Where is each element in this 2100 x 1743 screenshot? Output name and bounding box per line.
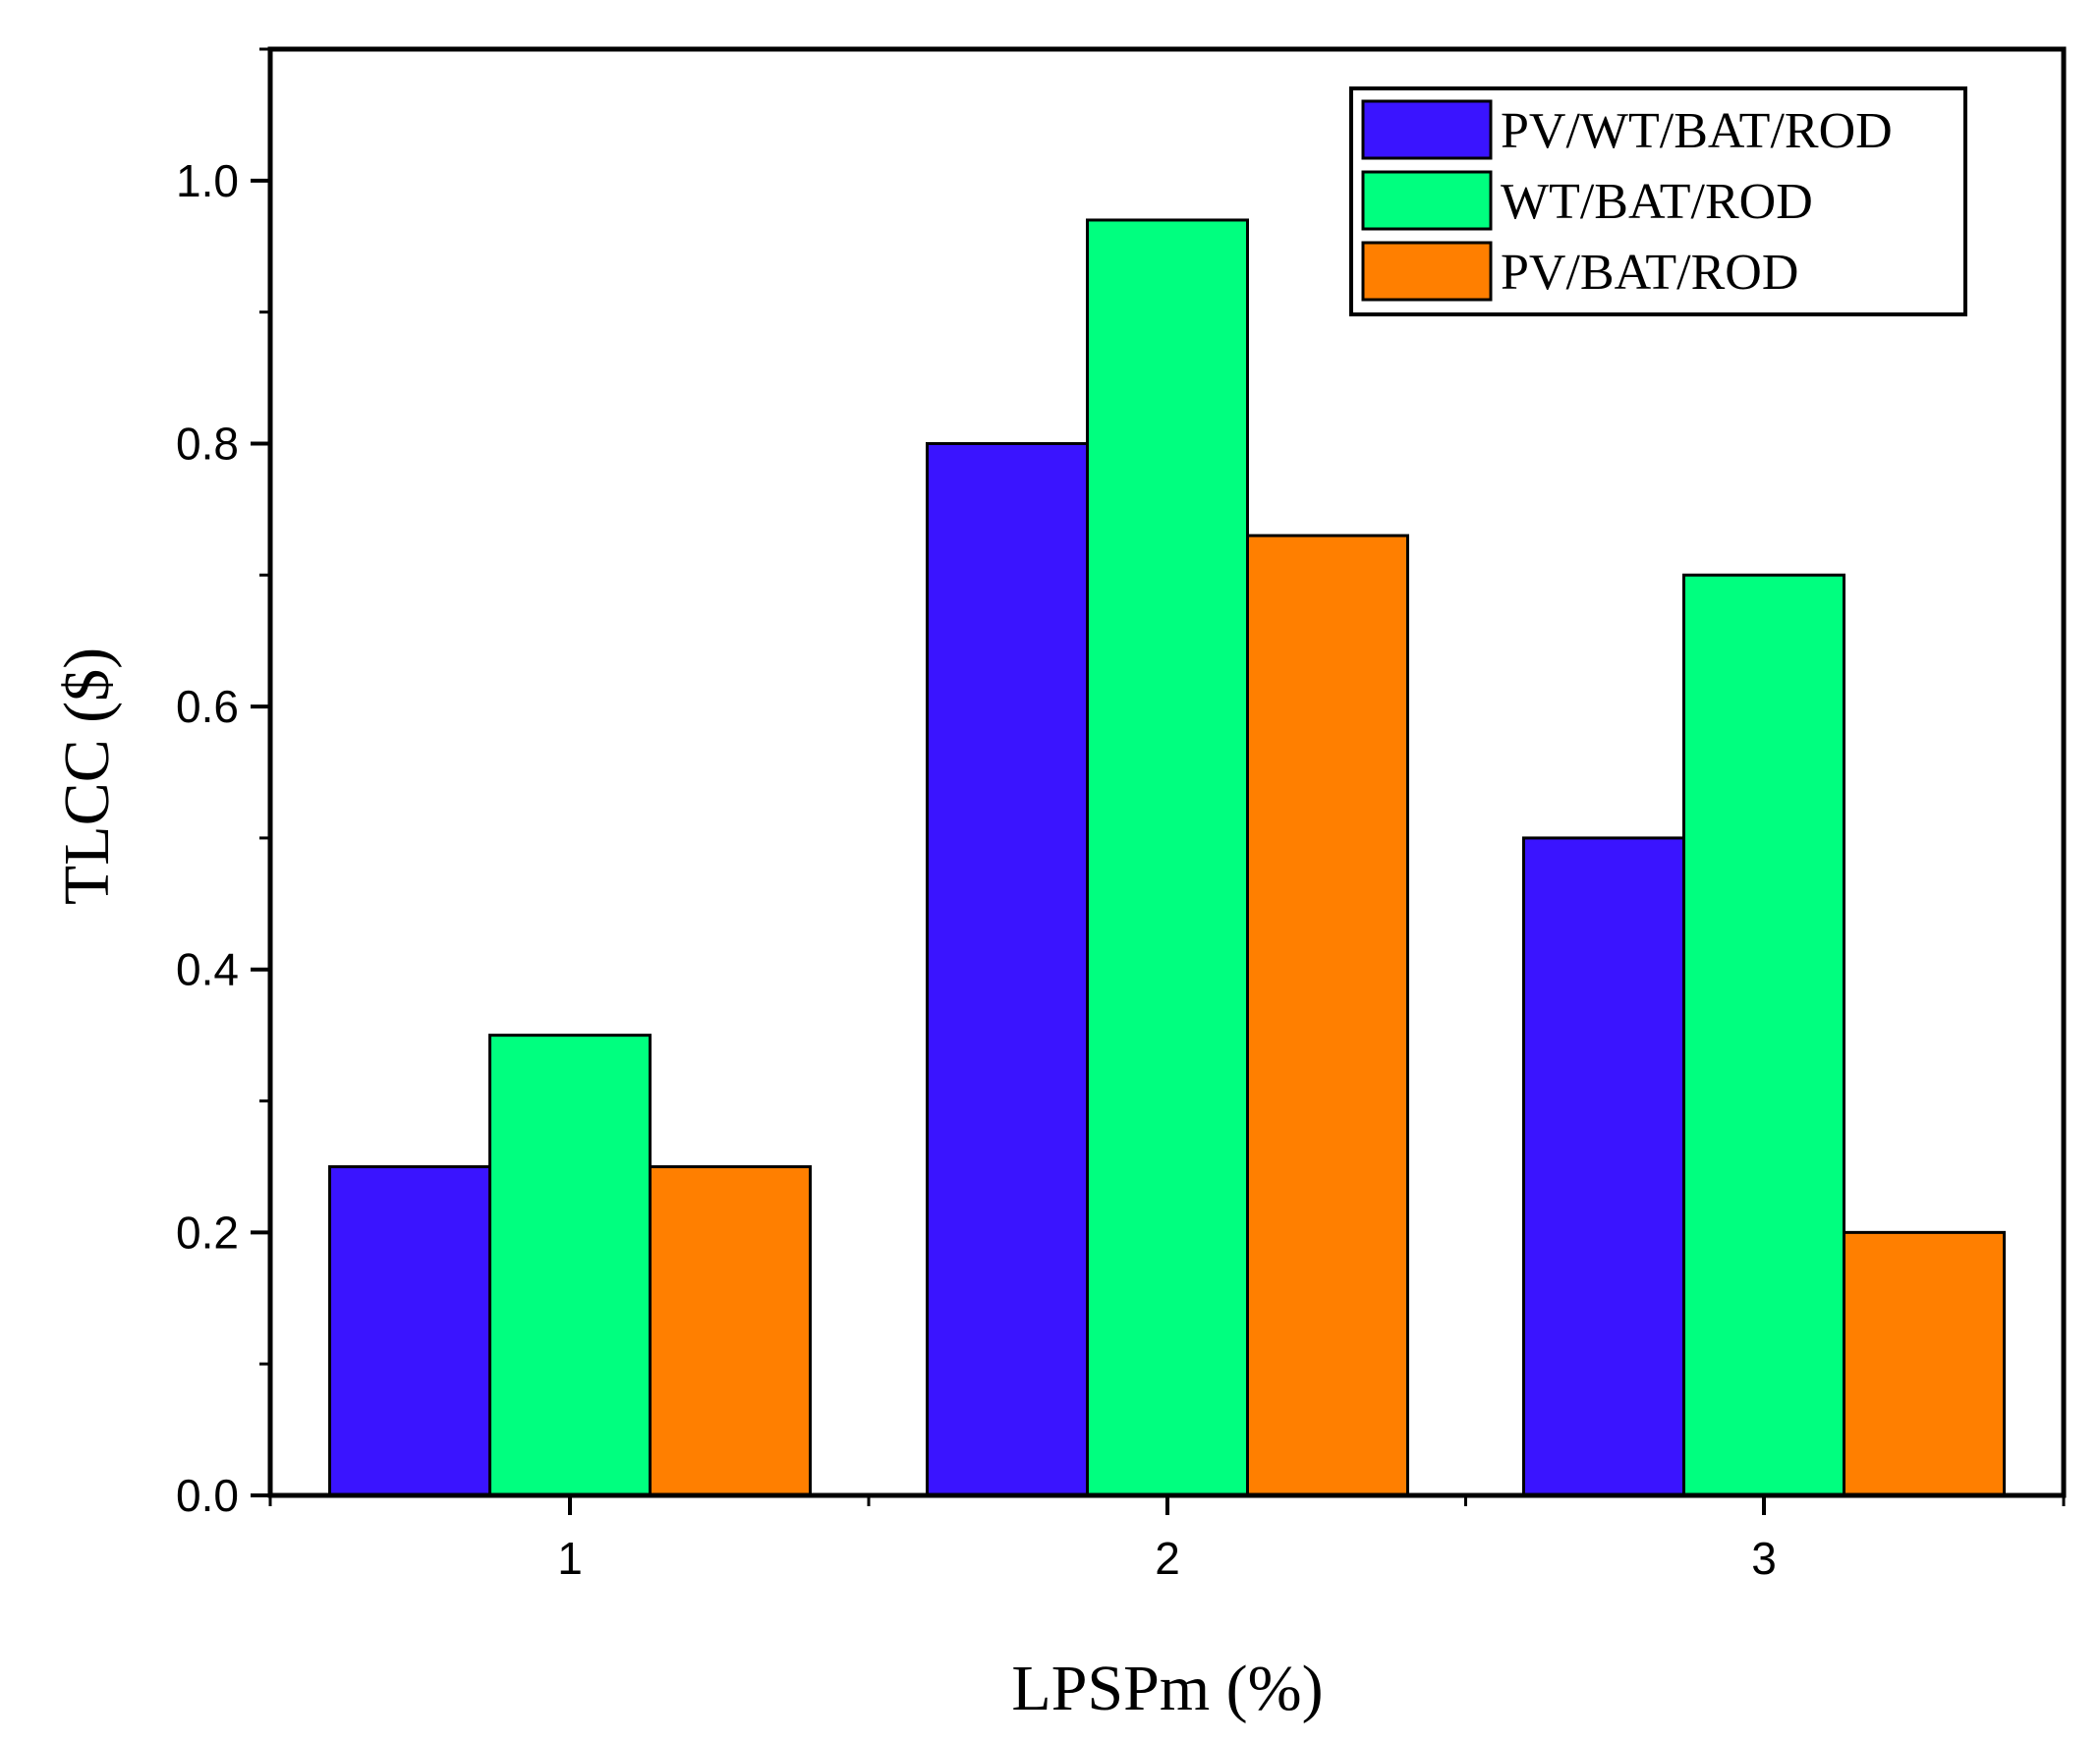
legend-label: PV/BAT/ROD (1501, 245, 1798, 301)
bar-pv-wt-bat-rod-cat-2 (926, 441, 1089, 1497)
bar-pv-bat-rod-cat-3 (1843, 1230, 2006, 1497)
legend-swatch-wt-bat-rod (1361, 170, 1493, 231)
y-tick-label: 0.6 (176, 681, 239, 732)
legend-swatch-pv-bat-rod (1361, 241, 1493, 302)
y-tick-label: 0.0 (176, 1470, 239, 1521)
bar-pv-wt-bat-rod-cat-3 (1522, 836, 1685, 1497)
legend-swatch-pv-wt-bat-rod (1361, 99, 1493, 160)
x-tick-label: 2 (1155, 1533, 1180, 1584)
y-tick-label: 0.4 (176, 944, 239, 995)
y-tick-label: 1.0 (176, 155, 239, 206)
bar-pv-wt-bat-rod-cat-1 (328, 1164, 491, 1497)
y-tick-label: 0.8 (176, 418, 239, 469)
x-axis-title: LPSPm (%) (1011, 1653, 1323, 1724)
legend: PV/WT/BAT/ROD WT/BAT/ROD PV/BAT/ROD (1349, 86, 1967, 316)
bar-wt-bat-rod-cat-1 (488, 1034, 652, 1497)
legend-label: WT/BAT/ROD (1501, 174, 1813, 230)
x-tick-label: 3 (1751, 1533, 1777, 1584)
y-axis-title: TLCC ($) (51, 647, 123, 905)
legend-label: PV/WT/BAT/ROD (1501, 103, 1893, 159)
axes-group: 0.0 0.2 0.4 0.6 0.8 1.0 1 2 3 (176, 47, 2066, 1584)
y-tick-label: 0.2 (176, 1207, 239, 1258)
x-tick-label: 1 (557, 1533, 583, 1584)
bar-wt-bat-rod-cat-3 (1682, 573, 1845, 1497)
bar-pv-bat-rod-cat-2 (1246, 534, 1409, 1497)
bar-wt-bat-rod-cat-2 (1086, 218, 1249, 1497)
bars-group (328, 218, 2006, 1497)
bar-pv-bat-rod-cat-1 (649, 1164, 812, 1497)
